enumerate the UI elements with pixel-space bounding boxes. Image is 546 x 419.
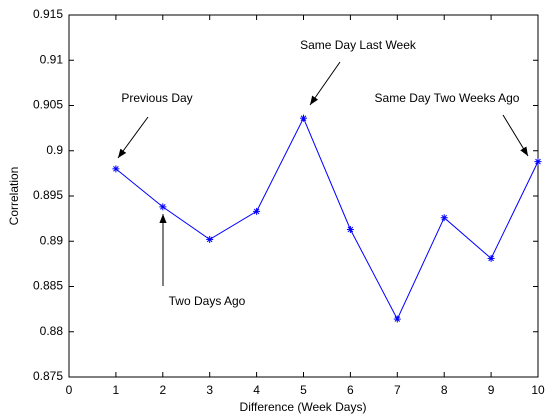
x-tick-label: 6 [347,383,354,397]
y-axis-label: Correlation [7,167,21,226]
annotation-arrow [502,114,529,157]
marker [534,158,542,166]
marker [393,315,401,323]
y-tick-label: 0.905 [33,98,63,112]
marker [253,207,261,215]
marker [440,214,448,222]
marker-stroke [488,255,494,262]
y-tick-label: 0.88 [40,324,64,338]
marker [159,203,167,211]
marker-stroke [394,316,401,322]
y-tick-label: 0.9 [46,143,63,157]
y-tick-label: 0.91 [40,52,64,66]
annotation: Same Day Last Week [300,38,417,52]
marker-stroke [347,226,354,233]
x-tick-label: 8 [441,383,448,397]
annotation: Two Days Ago [169,294,246,308]
marker-stroke [441,214,448,221]
x-tick-label: 5 [300,383,307,397]
marker-stroke [300,115,307,121]
line [115,116,539,321]
marker [346,225,354,233]
x-axis-label: Difference (Week Days) [240,400,367,414]
x-tick-label: 2 [159,383,166,397]
annotation: Previous Day [121,91,192,105]
marker-stroke [159,204,166,210]
marker-stroke [535,158,541,165]
x-tick-label: 4 [253,383,260,397]
annotation-arrow [309,61,341,106]
y-tick-label: 0.915 [33,7,63,21]
x-tick-label: 3 [206,383,213,397]
marker-stroke [206,236,213,243]
y-tick-label: 0.89 [40,233,64,247]
marker [112,165,120,173]
marker-stroke [253,208,260,215]
annotation-arrow [117,116,149,159]
marker-stroke [113,166,119,172]
y-tick-label: 0.875 [33,369,63,383]
x-tick-label: 0 [66,383,73,397]
marker [206,235,214,243]
marker [487,254,495,262]
marker [300,114,307,122]
x-tick-label: 7 [394,383,401,397]
y-tick-label: 0.895 [33,188,63,202]
y-tick-label: 0.885 [33,279,63,293]
annotation: Same Day Two Weeks Ago [375,91,520,105]
x-tick-label: 1 [113,383,120,397]
x-tick-label: 10 [531,383,545,397]
x-tick-label: 9 [488,383,495,397]
